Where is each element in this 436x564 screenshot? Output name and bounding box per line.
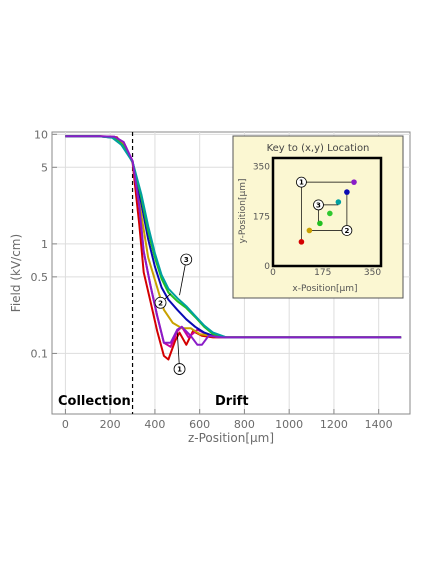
inset-x-tick-label: 0 bbox=[270, 268, 276, 278]
annotation-marker-label: 2 bbox=[158, 299, 163, 307]
x-tick-label: 1400 bbox=[365, 418, 393, 431]
annotation-marker-label: 1 bbox=[177, 366, 182, 374]
inset-square-boundary bbox=[271, 156, 383, 268]
annotation-marker bbox=[154, 296, 167, 309]
inset-location-dot-6 bbox=[344, 189, 350, 195]
y-axis-label: Field (kV/cm) bbox=[9, 234, 23, 312]
location-key-inset: Key to (x,y) Location x-Position[μm] y-P… bbox=[232, 135, 404, 299]
inset-y-axis-label: y-Position[μm] bbox=[238, 179, 248, 244]
inset-path-marker-label: 1 bbox=[299, 179, 304, 187]
y-tick-label: 1 bbox=[41, 238, 48, 251]
inset-path-marker bbox=[296, 176, 307, 188]
inset-location-dot-7 bbox=[351, 179, 357, 185]
inset-x-tick-label: 350 bbox=[364, 268, 381, 278]
plot-frame bbox=[51, 131, 411, 415]
annotation-marker bbox=[180, 253, 193, 266]
inset-location-dot-2 bbox=[306, 227, 313, 234]
inset-path-marker bbox=[313, 199, 324, 211]
annotation-marker-label: 3 bbox=[184, 256, 189, 264]
x-tick-label: 1200 bbox=[320, 418, 348, 431]
annotation-marker bbox=[173, 363, 186, 375]
series-lines bbox=[65, 135, 402, 361]
y-tick-label: 0.5 bbox=[31, 271, 49, 284]
annotation-pointer bbox=[176, 332, 180, 370]
inset-path-marker-label: 2 bbox=[344, 227, 349, 235]
region-label-drift: Drift bbox=[215, 394, 249, 409]
x-tick-label: 1000 bbox=[275, 418, 303, 431]
y-tick-label: 0.1 bbox=[31, 347, 49, 360]
x-tick-label: 0 bbox=[62, 418, 69, 431]
inset-path-marker bbox=[341, 225, 353, 236]
inset-path-1 bbox=[301, 181, 354, 242]
inset-location-dot-4 bbox=[327, 210, 333, 217]
annotation-pointer bbox=[179, 259, 187, 296]
series-line-7 bbox=[65, 135, 402, 346]
inset-title: Key to (x,y) Location bbox=[267, 143, 370, 154]
x-tick-label: 800 bbox=[234, 418, 255, 431]
x-axis-label: z-Position[μm] bbox=[188, 431, 274, 445]
y-tick-label: 10 bbox=[34, 128, 48, 141]
inset-location-dot-5 bbox=[335, 199, 342, 205]
inset-y-tick-label: 0 bbox=[264, 262, 270, 272]
region-label-collection: Collection bbox=[58, 394, 131, 409]
inset-plot-area: 0 175 350 0 175 350 1 2 3 bbox=[253, 156, 383, 278]
inset-path-marker-label: 3 bbox=[316, 201, 321, 209]
inset-x-tick-label: 175 bbox=[314, 268, 331, 278]
x-tick-label: 600 bbox=[189, 418, 210, 431]
x-tick-label: 400 bbox=[144, 418, 165, 431]
inset-location-dot-3 bbox=[317, 220, 323, 227]
inset-y-tick-label: 350 bbox=[253, 163, 270, 173]
inset-x-axis-label: x-Position[μm] bbox=[292, 284, 357, 294]
location-annotations: 1 2 3 bbox=[154, 253, 193, 375]
inset-background bbox=[232, 135, 404, 299]
inset-path-2 bbox=[309, 192, 348, 231]
y-tick-label: 5 bbox=[41, 161, 48, 174]
inset-location-dot-1 bbox=[298, 239, 305, 245]
x-tick-label: 200 bbox=[100, 418, 121, 431]
inset-y-tick-label: 175 bbox=[253, 212, 270, 222]
